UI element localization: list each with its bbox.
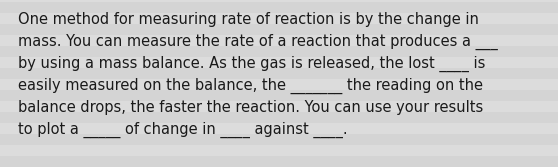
Text: easily measured on the balance, the _______ the reading on the: easily measured on the balance, the ____… — [18, 78, 483, 94]
Text: mass. You can measure the rate of a reaction that produces a ___: mass. You can measure the rate of a reac… — [18, 34, 498, 50]
Bar — [0, 68, 558, 79]
Bar — [0, 90, 558, 101]
Text: balance drops, the faster the reaction. You can use your results: balance drops, the faster the reaction. … — [18, 100, 483, 115]
Bar — [0, 24, 558, 35]
Bar — [0, 156, 558, 167]
Text: One method for measuring rate of reaction is by the change in: One method for measuring rate of reactio… — [18, 12, 479, 27]
Bar — [0, 46, 558, 57]
Text: to plot a _____ of change in ____ against ____.: to plot a _____ of change in ____ agains… — [18, 122, 348, 138]
Bar — [0, 112, 558, 123]
Text: by using a mass balance. As the gas is released, the lost ____ is: by using a mass balance. As the gas is r… — [18, 56, 485, 72]
Bar — [0, 2, 558, 13]
Bar — [0, 134, 558, 145]
